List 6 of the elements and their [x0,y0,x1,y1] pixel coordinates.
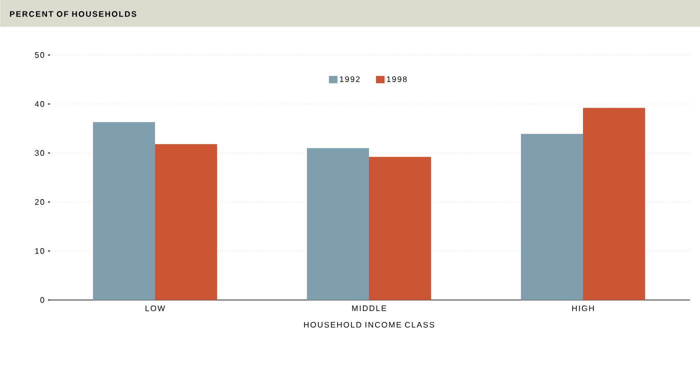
bar [306,148,369,300]
bar [583,108,646,300]
bar [155,144,218,300]
bar [92,122,155,300]
bar [520,134,584,300]
bar [369,156,432,300]
